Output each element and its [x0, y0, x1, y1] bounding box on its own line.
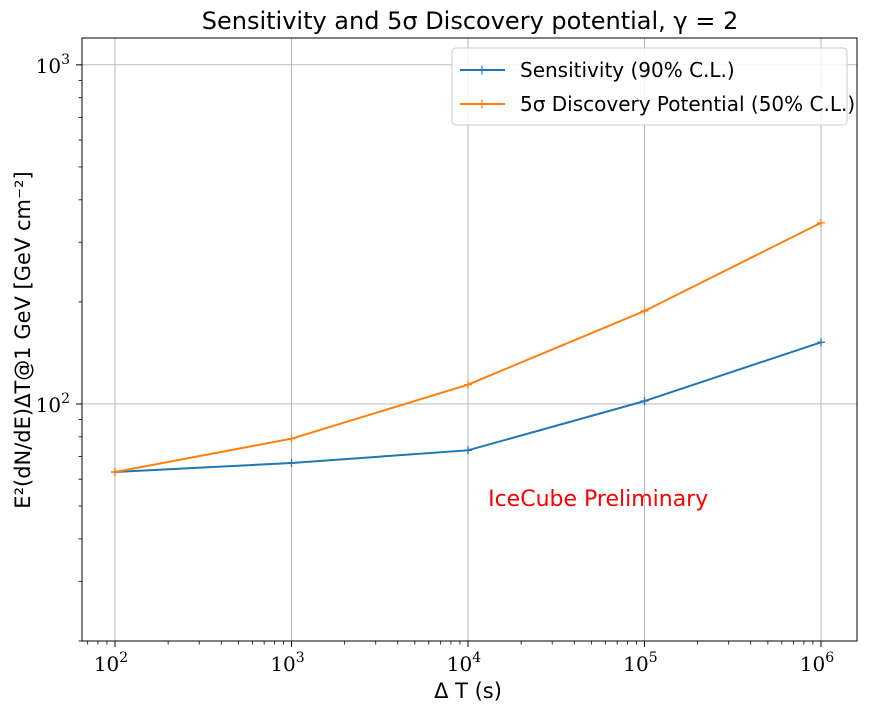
- annotation-icecube-preliminary: IceCube Preliminary: [488, 487, 708, 512]
- x-tick-label: 103: [270, 650, 304, 676]
- y-tick-label: 102: [36, 391, 70, 417]
- legend-box: [451, 47, 848, 126]
- x-tick-label: 106: [800, 650, 834, 676]
- y-tick-label: 103: [36, 52, 70, 78]
- series-1-point: [287, 434, 296, 443]
- x-axis-label: Δ T (s): [434, 679, 502, 703]
- x-tick-label: 105: [623, 650, 657, 676]
- legend-label-sensitivity: Sensitivity (90% C.L.): [520, 58, 735, 82]
- series-0-point: [287, 458, 296, 467]
- legend-marker-discovery: +: [476, 97, 488, 113]
- series: [111, 218, 825, 477]
- grid: [82, 38, 857, 641]
- series-0-point: [816, 338, 825, 347]
- y-axis-label: E²(dN/dE)ΔT@1 GeV [GeV cm⁻²]: [11, 171, 35, 508]
- series-1-point: [816, 218, 825, 227]
- legend: + Sensitivity (90% C.L.) + 5σ Discovery …: [451, 47, 855, 126]
- axis-ticks: 102 103 104 105 106 102 103: [36, 52, 835, 676]
- series-1-point: [463, 380, 472, 389]
- series-0-point: [463, 446, 472, 455]
- legend-label-discovery: 5σ Discovery Potential (50% C.L.): [520, 92, 855, 116]
- series-1-point: [111, 468, 120, 477]
- plot-frame: [81, 37, 858, 642]
- chart-title: Sensitivity and 5σ Discovery potential, …: [202, 7, 739, 35]
- x-tick-label: 104: [447, 650, 481, 676]
- series-1-point: [640, 306, 649, 315]
- legend-marker-sensitivity: +: [476, 63, 488, 79]
- series-0-point: [640, 397, 649, 406]
- x-tick-label: 102: [94, 650, 128, 676]
